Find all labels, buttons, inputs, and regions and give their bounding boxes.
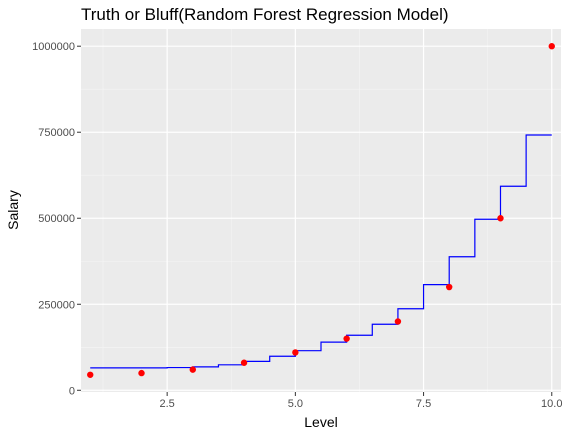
x-tick-label: 2.5 bbox=[160, 398, 175, 410]
x-axis-title: Level bbox=[304, 414, 337, 430]
plot-panel bbox=[81, 29, 561, 392]
grid-major bbox=[81, 29, 561, 392]
data-point bbox=[87, 371, 94, 378]
data-point bbox=[292, 349, 299, 356]
data-point bbox=[138, 369, 145, 377]
series-layer bbox=[87, 43, 555, 378]
x-axis: 2.5 5.0 7.5 10.0 bbox=[160, 392, 562, 410]
x-tick-label: 10.0 bbox=[541, 398, 562, 410]
data-point bbox=[548, 43, 555, 50]
data-point bbox=[394, 318, 402, 325]
data-point bbox=[343, 335, 350, 342]
data-point bbox=[497, 215, 504, 222]
y-tick-label: 250000 bbox=[38, 299, 75, 311]
y-tick-label: 500000 bbox=[38, 213, 75, 225]
data-point bbox=[189, 366, 196, 373]
data-point bbox=[446, 283, 453, 291]
y-axis: 0 250000 500000 750000 1000000 bbox=[32, 41, 81, 397]
step-prediction-line bbox=[90, 134, 552, 369]
chart-title: Truth or Bluff(Random Forest Regression … bbox=[81, 5, 449, 24]
data-point bbox=[240, 359, 248, 366]
y-axis-title: Salary bbox=[5, 190, 21, 230]
x-tick-label: 5.0 bbox=[288, 398, 303, 410]
y-tick-label: 0 bbox=[69, 385, 75, 397]
x-tick-label: 7.5 bbox=[416, 398, 431, 410]
y-tick-label: 750000 bbox=[38, 127, 75, 139]
y-tick-label: 1000000 bbox=[32, 41, 75, 53]
